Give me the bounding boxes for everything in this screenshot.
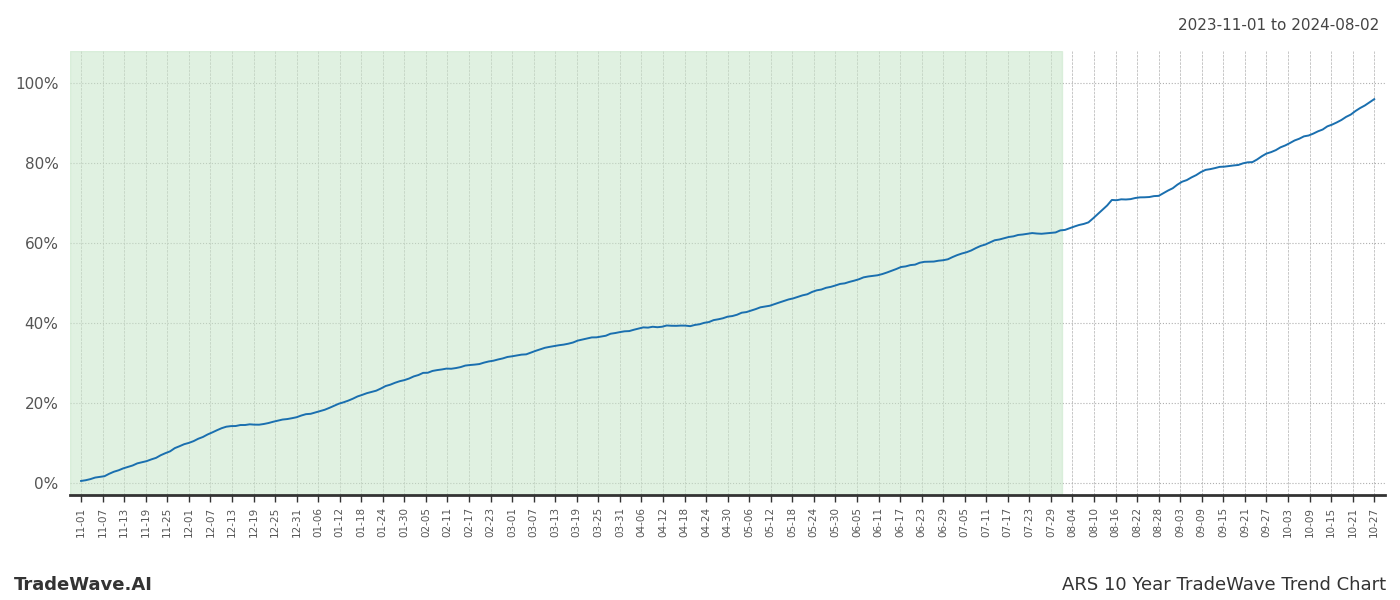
Bar [70, 51, 1061, 495]
Text: ARS 10 Year TradeWave Trend Chart: ARS 10 Year TradeWave Trend Chart [1061, 576, 1386, 594]
Text: TradeWave.AI: TradeWave.AI [14, 576, 153, 594]
Text: 2023-11-01 to 2024-08-02: 2023-11-01 to 2024-08-02 [1177, 18, 1379, 33]
